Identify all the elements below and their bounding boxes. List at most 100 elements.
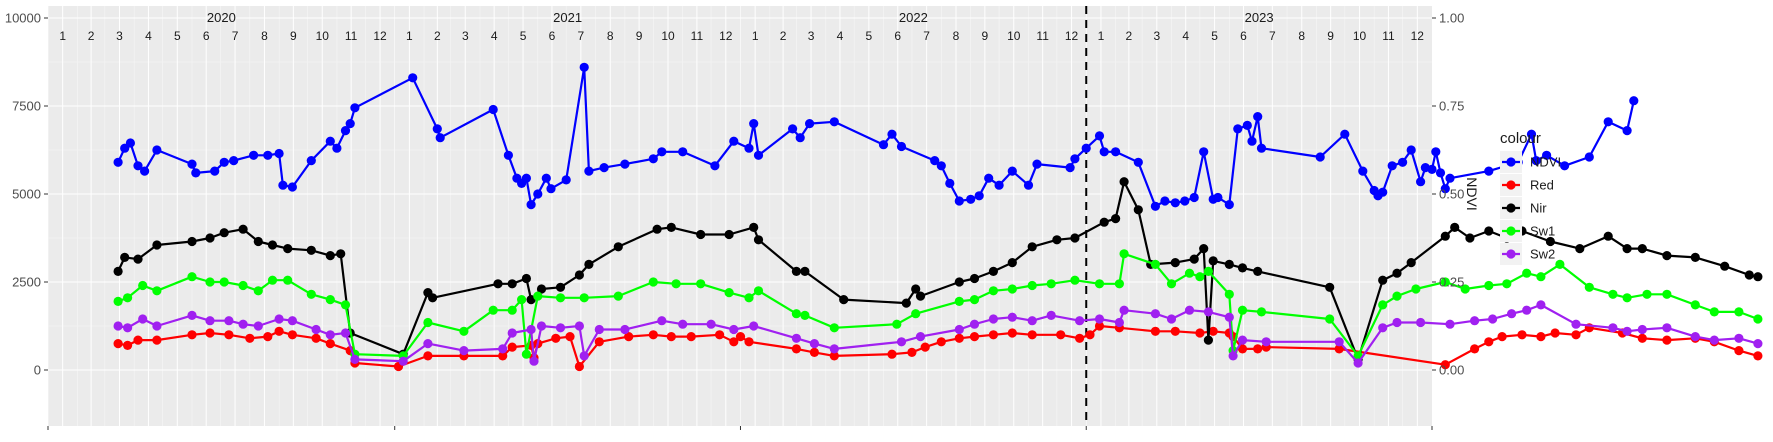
data-point-nir [1637,244,1647,254]
data-point-sw1 [579,293,589,303]
data-point-sw1 [1094,279,1105,289]
data-point-sw2 [1228,351,1238,361]
data-point-sw1 [1662,289,1672,299]
data-point-sw1 [325,295,335,305]
data-point-red [594,337,604,347]
data-point-nir [1450,222,1460,232]
data-point-nir [113,266,123,276]
data-point-ndvi [1111,147,1121,157]
data-point-red [507,342,517,352]
data-point-nir [1603,231,1613,241]
data-point-sw2 [1166,314,1177,324]
data-point-ndvi [152,145,162,155]
data-point-red [1440,360,1450,370]
data-point-red [205,328,215,338]
data-point-sw1 [1237,305,1248,315]
month-label: 6 [894,29,901,43]
data-point-sw2 [205,316,215,326]
data-point-sw1 [138,280,148,291]
data-point-nir [1378,275,1388,285]
data-point-ndvi [1170,198,1180,208]
data-point-nir [1237,263,1248,273]
data-point-sw1 [1642,289,1652,299]
data-point-nir [133,254,143,264]
data-point-nir [306,245,316,255]
data-point-sw2 [138,314,148,324]
data-point-sw2 [954,324,964,335]
data-point-ndvi [1180,196,1190,206]
month-label: 9 [290,29,297,43]
data-point-sw1 [1536,272,1546,282]
data-point-nir [839,295,849,305]
data-point-red [1253,344,1263,354]
data-point-red [245,333,255,343]
month-label: 9 [982,29,989,43]
series-ndvi [113,62,1639,211]
data-point-nir [428,293,438,303]
data-point-red [287,330,297,340]
data-point-ndvi [1622,126,1632,136]
month-label: 8 [953,29,960,43]
month-labels: 1 2 3 4 5 6 7 8 9 10 11 12 1 2 3 4 5 6 7 8 9 10 11 12 1 2 3 4 5 6 7 8 9 1… [59,29,1424,43]
data-point-ndvi [579,62,589,72]
data-point-ndvi [678,147,688,157]
data-point-ndvi [749,119,759,129]
y-right-tick-label: 0.00 [1439,363,1464,378]
data-point-nir [1325,282,1335,292]
data-point-sw1 [954,296,964,306]
data-point-ndvi [1253,112,1263,122]
data-point-nir [120,252,130,262]
data-point-sw2 [1237,335,1248,345]
data-point-ndvi [878,140,889,150]
data-point-ndvi [1427,164,1437,174]
data-point-ndvi [710,161,720,171]
data-point-red [954,333,964,343]
legend-item-ndvi: NDVI [1500,151,1561,173]
data-point-ndvi [249,150,259,160]
data-point-ndvi [526,200,536,210]
data-point-red [1056,330,1066,340]
data-point-nir [536,284,547,294]
y-left-tick-label: 10000 [5,11,41,26]
data-point-red [325,339,335,349]
data-point-ndvi [1099,147,1109,157]
month-label: 5 [520,29,527,43]
data-point-ndvi [274,148,284,159]
data-point-ndvi [1445,173,1455,183]
data-point-ndvi [805,119,815,129]
legend-key-point [1506,203,1516,213]
data-point-nir [219,228,229,238]
data-point-sw1 [1224,289,1234,299]
data-point-red [1237,344,1248,354]
data-point-nir [911,284,921,294]
data-point-sw2 [678,319,688,329]
data-point-sw1 [152,286,162,296]
data-point-ndvi [974,191,984,201]
month-label: 6 [549,29,556,43]
data-point-ndvi [503,150,513,160]
month-label: 4 [145,29,152,43]
data-point-nir [1052,235,1062,245]
data-point-sw1 [1460,284,1470,294]
data-point-sw1 [187,272,197,282]
data-point-ndvi [1542,150,1552,160]
data-point-ndvi [648,154,658,164]
data-point-sw1 [800,310,810,320]
data-point-sw2 [1445,319,1455,329]
data-point-red [1550,328,1560,338]
data-point-red [574,361,585,372]
data-point-ndvi [306,156,316,166]
month-label: 7 [232,29,239,43]
data-point-red [1208,326,1218,336]
data-point-sw1 [613,291,623,301]
data-point-ndvi [984,173,994,183]
data-point-sw2 [113,321,123,331]
data-point-red [152,335,162,345]
data-point-ndvi [229,156,239,166]
data-point-sw1 [1522,268,1532,278]
data-point-red [1753,351,1763,361]
month-label: 11 [1036,29,1049,43]
data-point-sw2 [1150,309,1160,319]
data-point-ndvi [332,143,342,153]
data-point-ndvi [1440,184,1450,194]
